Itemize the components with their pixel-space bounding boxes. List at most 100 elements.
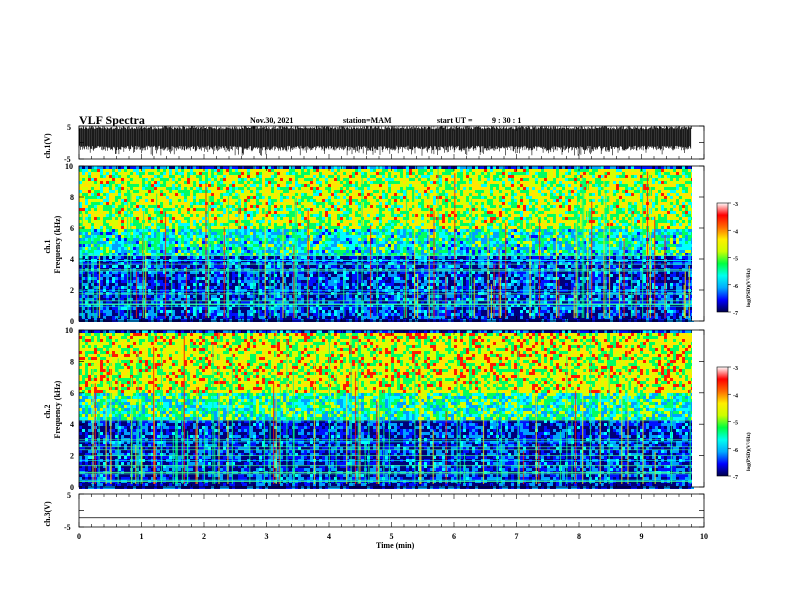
colorbar-tick-label: -3 — [733, 366, 738, 372]
x-tick-label: 2 — [202, 532, 206, 541]
x-tick-label: 6 — [452, 532, 456, 541]
y-tick-label: 6 — [70, 389, 74, 398]
x-tick-label: 9 — [640, 532, 644, 541]
sferic-streak — [445, 411, 447, 484]
sferic-streak — [127, 188, 129, 318]
ch1-waveform-line — [78, 126, 692, 156]
sferic-streak — [295, 197, 297, 318]
x-tick-label: 4 — [327, 532, 331, 541]
sferic-streak — [357, 255, 359, 318]
sferic-streak — [642, 412, 644, 484]
sferic-streak — [432, 430, 434, 484]
sferic-streak — [269, 272, 271, 318]
sferic-streak — [364, 443, 366, 484]
sferic-streak — [627, 345, 629, 484]
sferic-streak — [670, 393, 673, 484]
sferic-streak — [223, 227, 225, 318]
sferic-streak — [688, 265, 690, 318]
x-tick-label: 5 — [390, 532, 394, 541]
ch1-waveform-trace — [78, 126, 692, 156]
sferic-streak — [419, 392, 421, 484]
spectrogram-cells — [79, 169, 694, 229]
sferic-streak — [581, 175, 583, 318]
sferic-streak — [286, 340, 288, 484]
y-tick-label: 4 — [70, 255, 74, 264]
chart-date: Nov.30, 2021 — [250, 116, 294, 125]
colorbar-label: log(PSD)(V²/Hz) — [745, 268, 752, 307]
y-tick-label: 8 — [70, 193, 74, 202]
sferic-streak — [571, 420, 573, 484]
ch2-spectrogram — [79, 330, 704, 489]
sferic-streak — [135, 270, 138, 318]
sferic-streak — [538, 219, 541, 318]
y-tick-label: 6 — [70, 224, 74, 233]
sferic-streak — [589, 337, 592, 484]
x-tick-label: 10 — [700, 532, 708, 541]
sferic-streak — [635, 287, 637, 318]
sferic-streak — [461, 278, 463, 318]
y-tick-label: 2 — [70, 452, 74, 461]
sferic-streak — [313, 345, 316, 484]
y-tick-label: 8 — [70, 357, 74, 366]
sferic-streak — [140, 404, 142, 484]
sferic-streak — [278, 437, 280, 484]
sferic-streak — [196, 378, 198, 484]
colorbar — [716, 366, 729, 477]
sferic-streak — [156, 193, 158, 318]
sferic-streak — [603, 169, 605, 318]
y-tick-label: 0 — [70, 317, 74, 326]
y-tick-label: 4 — [70, 420, 74, 429]
start-ut-time: 9 : 30 : 1 — [492, 116, 522, 125]
sferic-streak — [414, 183, 416, 318]
sferic-streak — [359, 401, 361, 484]
sferic-streak — [212, 344, 214, 484]
sferic-streak — [376, 226, 378, 318]
sferic-streak — [343, 276, 345, 318]
sferic-streak — [227, 195, 230, 318]
sferic-streak — [621, 355, 623, 484]
sferic-streak — [279, 376, 281, 484]
colorbar-tick-label: -4 — [733, 229, 738, 235]
sferic-streak — [403, 287, 405, 318]
sferic-streak — [642, 173, 644, 318]
sferic-streak — [482, 404, 485, 484]
sferic-streak — [631, 201, 633, 318]
sferic-streak — [137, 350, 139, 484]
sferic-streak — [599, 370, 601, 484]
sferic-streak — [500, 400, 502, 484]
sferic-streak — [463, 453, 466, 484]
sferic-streak — [683, 284, 685, 318]
sferic-streak — [357, 336, 359, 484]
spectrogram-cells — [79, 169, 694, 256]
panel-channel-label: ch.2 — [43, 405, 52, 419]
sferic-streak — [81, 213, 83, 318]
sferic-streak — [591, 201, 593, 318]
y-tick-label: -5 — [64, 155, 71, 164]
sferic-streak — [118, 287, 120, 318]
y-axis-label: Frequency (kHz) — [53, 380, 62, 438]
sferic-streak — [405, 255, 407, 318]
sferic-streak — [428, 189, 430, 318]
sferic-streak — [249, 389, 251, 484]
y-tick-label: 5 — [67, 123, 71, 132]
sferic-streak — [92, 228, 94, 318]
sferic-streak — [376, 401, 378, 484]
sferic-streak — [689, 389, 691, 484]
sferic-streak — [293, 416, 295, 484]
sferic-streak — [117, 358, 119, 484]
sferic-streak — [226, 241, 229, 318]
sferic-streak — [378, 403, 380, 484]
sferic-streak — [431, 287, 433, 318]
sferic-streak — [456, 375, 458, 484]
y-tick-label: -5 — [64, 523, 71, 532]
sferic-streak — [164, 211, 167, 318]
sferic-streak — [654, 451, 656, 484]
colorbar-tick-label: -7 — [733, 311, 738, 317]
sferic-streak — [420, 353, 422, 484]
sferic-streak — [493, 264, 495, 318]
sferic-streak — [183, 336, 185, 484]
y-tick-label: 10 — [65, 326, 73, 335]
sferic-streak — [92, 363, 94, 484]
sferic-streak — [583, 177, 585, 318]
